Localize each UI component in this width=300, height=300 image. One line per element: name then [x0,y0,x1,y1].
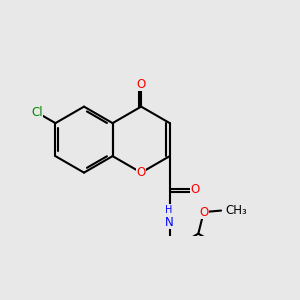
Text: Cl: Cl [31,106,43,119]
Text: H: H [164,205,172,214]
Text: CH₃: CH₃ [226,204,247,217]
Text: N: N [165,216,174,229]
Text: O: O [136,166,146,179]
Text: O: O [199,206,208,219]
Text: O: O [136,78,146,91]
Text: O: O [190,183,200,196]
